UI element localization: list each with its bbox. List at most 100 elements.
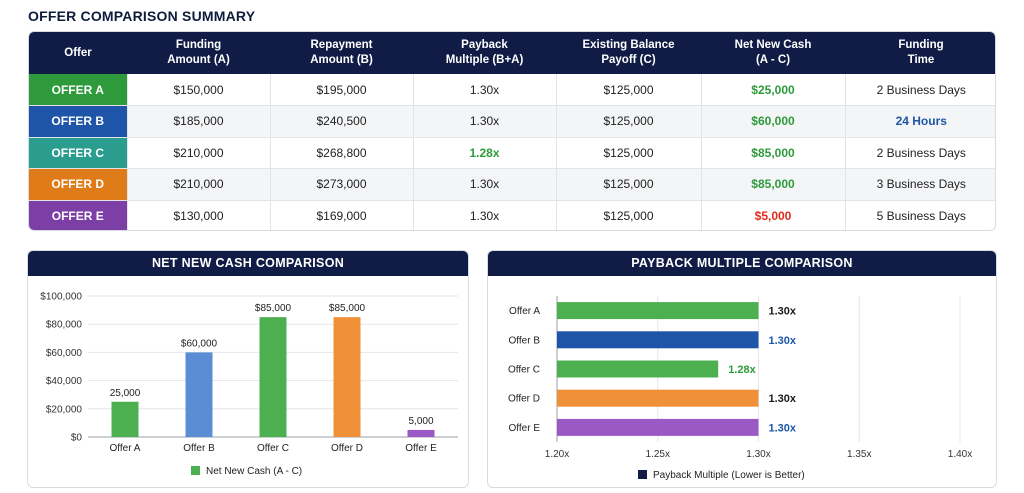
balance-payoff-cell: $125,000 [556, 74, 702, 106]
bar [111, 401, 139, 437]
legend-label: Payback Multiple (Lower is Better) [653, 470, 805, 481]
bar [407, 429, 435, 437]
data-label: 1.30x [769, 393, 797, 405]
payback-multiple-cell: 1.30x [413, 168, 557, 201]
x-tick-label: Offer E [405, 443, 437, 454]
net-new-cash-cell: $60,000 [701, 105, 846, 138]
header-existing-balance-payoff: Existing Balance Payoff (C) [582, 39, 675, 66]
table-row: OFFER E $130,000 $169,000 1.30x $125,000… [29, 200, 995, 230]
y-tick-label: $100,000 [40, 292, 82, 303]
data-label: 1.28x [728, 364, 756, 376]
x-tick-label: Offer B [183, 443, 215, 454]
table-row: OFFER C $210,000 $268,800 1.28x $125,000… [29, 137, 995, 169]
y-tick-label: Offer B [509, 335, 541, 346]
y-tick-label: $60,000 [46, 348, 83, 359]
y-tick-label: Offer D [508, 394, 540, 405]
bar [557, 418, 759, 436]
balance-payoff-cell: $125,000 [556, 168, 702, 201]
net-new-cash-title: NET NEW CASH COMPARISON [28, 251, 468, 276]
data-label: $60,000 [181, 338, 218, 349]
funding-time-cell: 3 Business Days [845, 168, 995, 201]
y-tick-label: $80,000 [46, 320, 83, 331]
payback-multiple-cell: 1.28x [413, 137, 557, 169]
balance-payoff-cell: $125,000 [556, 200, 702, 230]
payback-multiple-cell: 1.30x [413, 105, 557, 138]
repayment-amount-cell: $169,000 [270, 200, 414, 230]
x-tick-label: 1.25x [646, 449, 670, 460]
x-tick-label: 1.30x [746, 449, 770, 460]
table-row: OFFER D $210,000 $273,000 1.30x $125,000… [29, 168, 995, 201]
header-net-new-cash: Net New Cash (A - C) [734, 39, 812, 66]
payback-multiple-chart: 1.20x 1.25x 1.30x 1.35x 1.40x Offer A 1.30x Off… [508, 296, 972, 481]
bar [557, 389, 759, 407]
data-label: 1.30x [769, 422, 797, 434]
payback-multiple-cell: 1.30x [413, 200, 557, 230]
repayment-amount-cell: $195,000 [270, 74, 414, 106]
funding-amount-cell: $210,000 [127, 137, 271, 169]
payback-multiple-cell: 1.30x [413, 74, 557, 106]
offer-label: OFFER A [29, 74, 128, 106]
repayment-amount-cell: $268,800 [270, 137, 414, 169]
header-payback-multiple: Payback Multiple (B+A) [445, 39, 524, 66]
net-new-cash-chart: $0 $20,000 $40,000 $60,000 $80,000 $100,000 25… [40, 292, 458, 477]
bar [259, 317, 287, 437]
funding-time-cell: 24 Hours [845, 105, 995, 138]
y-tick-label: Offer A [509, 306, 540, 317]
offer-label: OFFER B [29, 105, 128, 138]
legend-swatch [638, 470, 647, 479]
funding-amount-cell: $130,000 [127, 200, 271, 230]
header-offer: Offer [64, 46, 92, 59]
offer-label: OFFER C [29, 137, 128, 169]
header-funding-time: Funding Time [898, 39, 944, 66]
page-title: OFFER COMPARISON SUMMARY [28, 8, 256, 24]
balance-payoff-cell: $125,000 [556, 105, 702, 138]
offer-label: OFFER E [29, 200, 128, 230]
bar [557, 331, 759, 349]
balance-payoff-cell: $125,000 [556, 137, 702, 169]
data-label: $85,000 [329, 303, 366, 314]
net-new-cash-cell: $5,000 [701, 200, 846, 230]
offer-comparison-table: Offer Funding Amount (A) Repayment Amoun… [28, 31, 996, 231]
x-tick-label: Offer C [257, 443, 289, 454]
y-tick-label: $0 [71, 433, 83, 444]
payback-multiple-title: PAYBACK MULTIPLE COMPARISON [488, 251, 996, 276]
net-new-cash-cell: $85,000 [701, 137, 846, 169]
y-tick-label: $20,000 [46, 404, 83, 415]
bar [557, 302, 759, 320]
data-label: $85,000 [255, 303, 292, 314]
data-label: 5,000 [408, 416, 433, 427]
header-funding-amount: Funding Amount (A) [167, 39, 230, 66]
data-label: 1.30x [769, 306, 797, 318]
offer-label: OFFER D [29, 168, 128, 201]
x-tick-label: 1.40x [948, 449, 972, 460]
y-tick-label: Offer C [508, 365, 540, 376]
data-label: 25,000 [110, 388, 141, 399]
funding-amount-cell: $150,000 [127, 74, 271, 106]
legend-swatch [191, 466, 200, 475]
y-tick-label: $40,000 [46, 376, 83, 387]
legend-label: Net New Cash (A - C) [206, 466, 302, 477]
net-new-cash-panel: NET NEW CASH COMPARISON $0 $20,000 $40,000… [27, 250, 469, 488]
funding-time-cell: 2 Business Days [845, 137, 995, 169]
net-new-cash-cell: $25,000 [701, 74, 846, 106]
x-tick-label: Offer A [110, 443, 141, 454]
y-tick-label: Offer E [509, 423, 541, 434]
bar [333, 317, 361, 437]
data-label: 1.30x [769, 335, 797, 347]
table-row: OFFER B $185,000 $240,500 1.30x $125,000… [29, 105, 995, 138]
header-repayment-amount: Repayment Amount (B) [310, 39, 373, 66]
payback-multiple-panel: PAYBACK MULTIPLE COMPARISON 1.20x 1.25x 1.… [487, 250, 997, 488]
table-header-row: Offer Funding Amount (A) Repayment Amoun… [29, 32, 995, 74]
funding-time-cell: 5 Business Days [845, 200, 995, 230]
x-tick-label: Offer D [331, 443, 363, 454]
repayment-amount-cell: $240,500 [270, 105, 414, 138]
funding-amount-cell: $210,000 [127, 168, 271, 201]
x-tick-label: 1.20x [545, 449, 569, 460]
funding-amount-cell: $185,000 [127, 105, 271, 138]
repayment-amount-cell: $273,000 [270, 168, 414, 201]
bar [557, 360, 719, 378]
table-row: OFFER A $150,000 $195,000 1.30x $125,000… [29, 74, 995, 106]
bar [185, 352, 213, 437]
funding-time-cell: 2 Business Days [845, 74, 995, 106]
x-tick-label: 1.35x [847, 449, 871, 460]
